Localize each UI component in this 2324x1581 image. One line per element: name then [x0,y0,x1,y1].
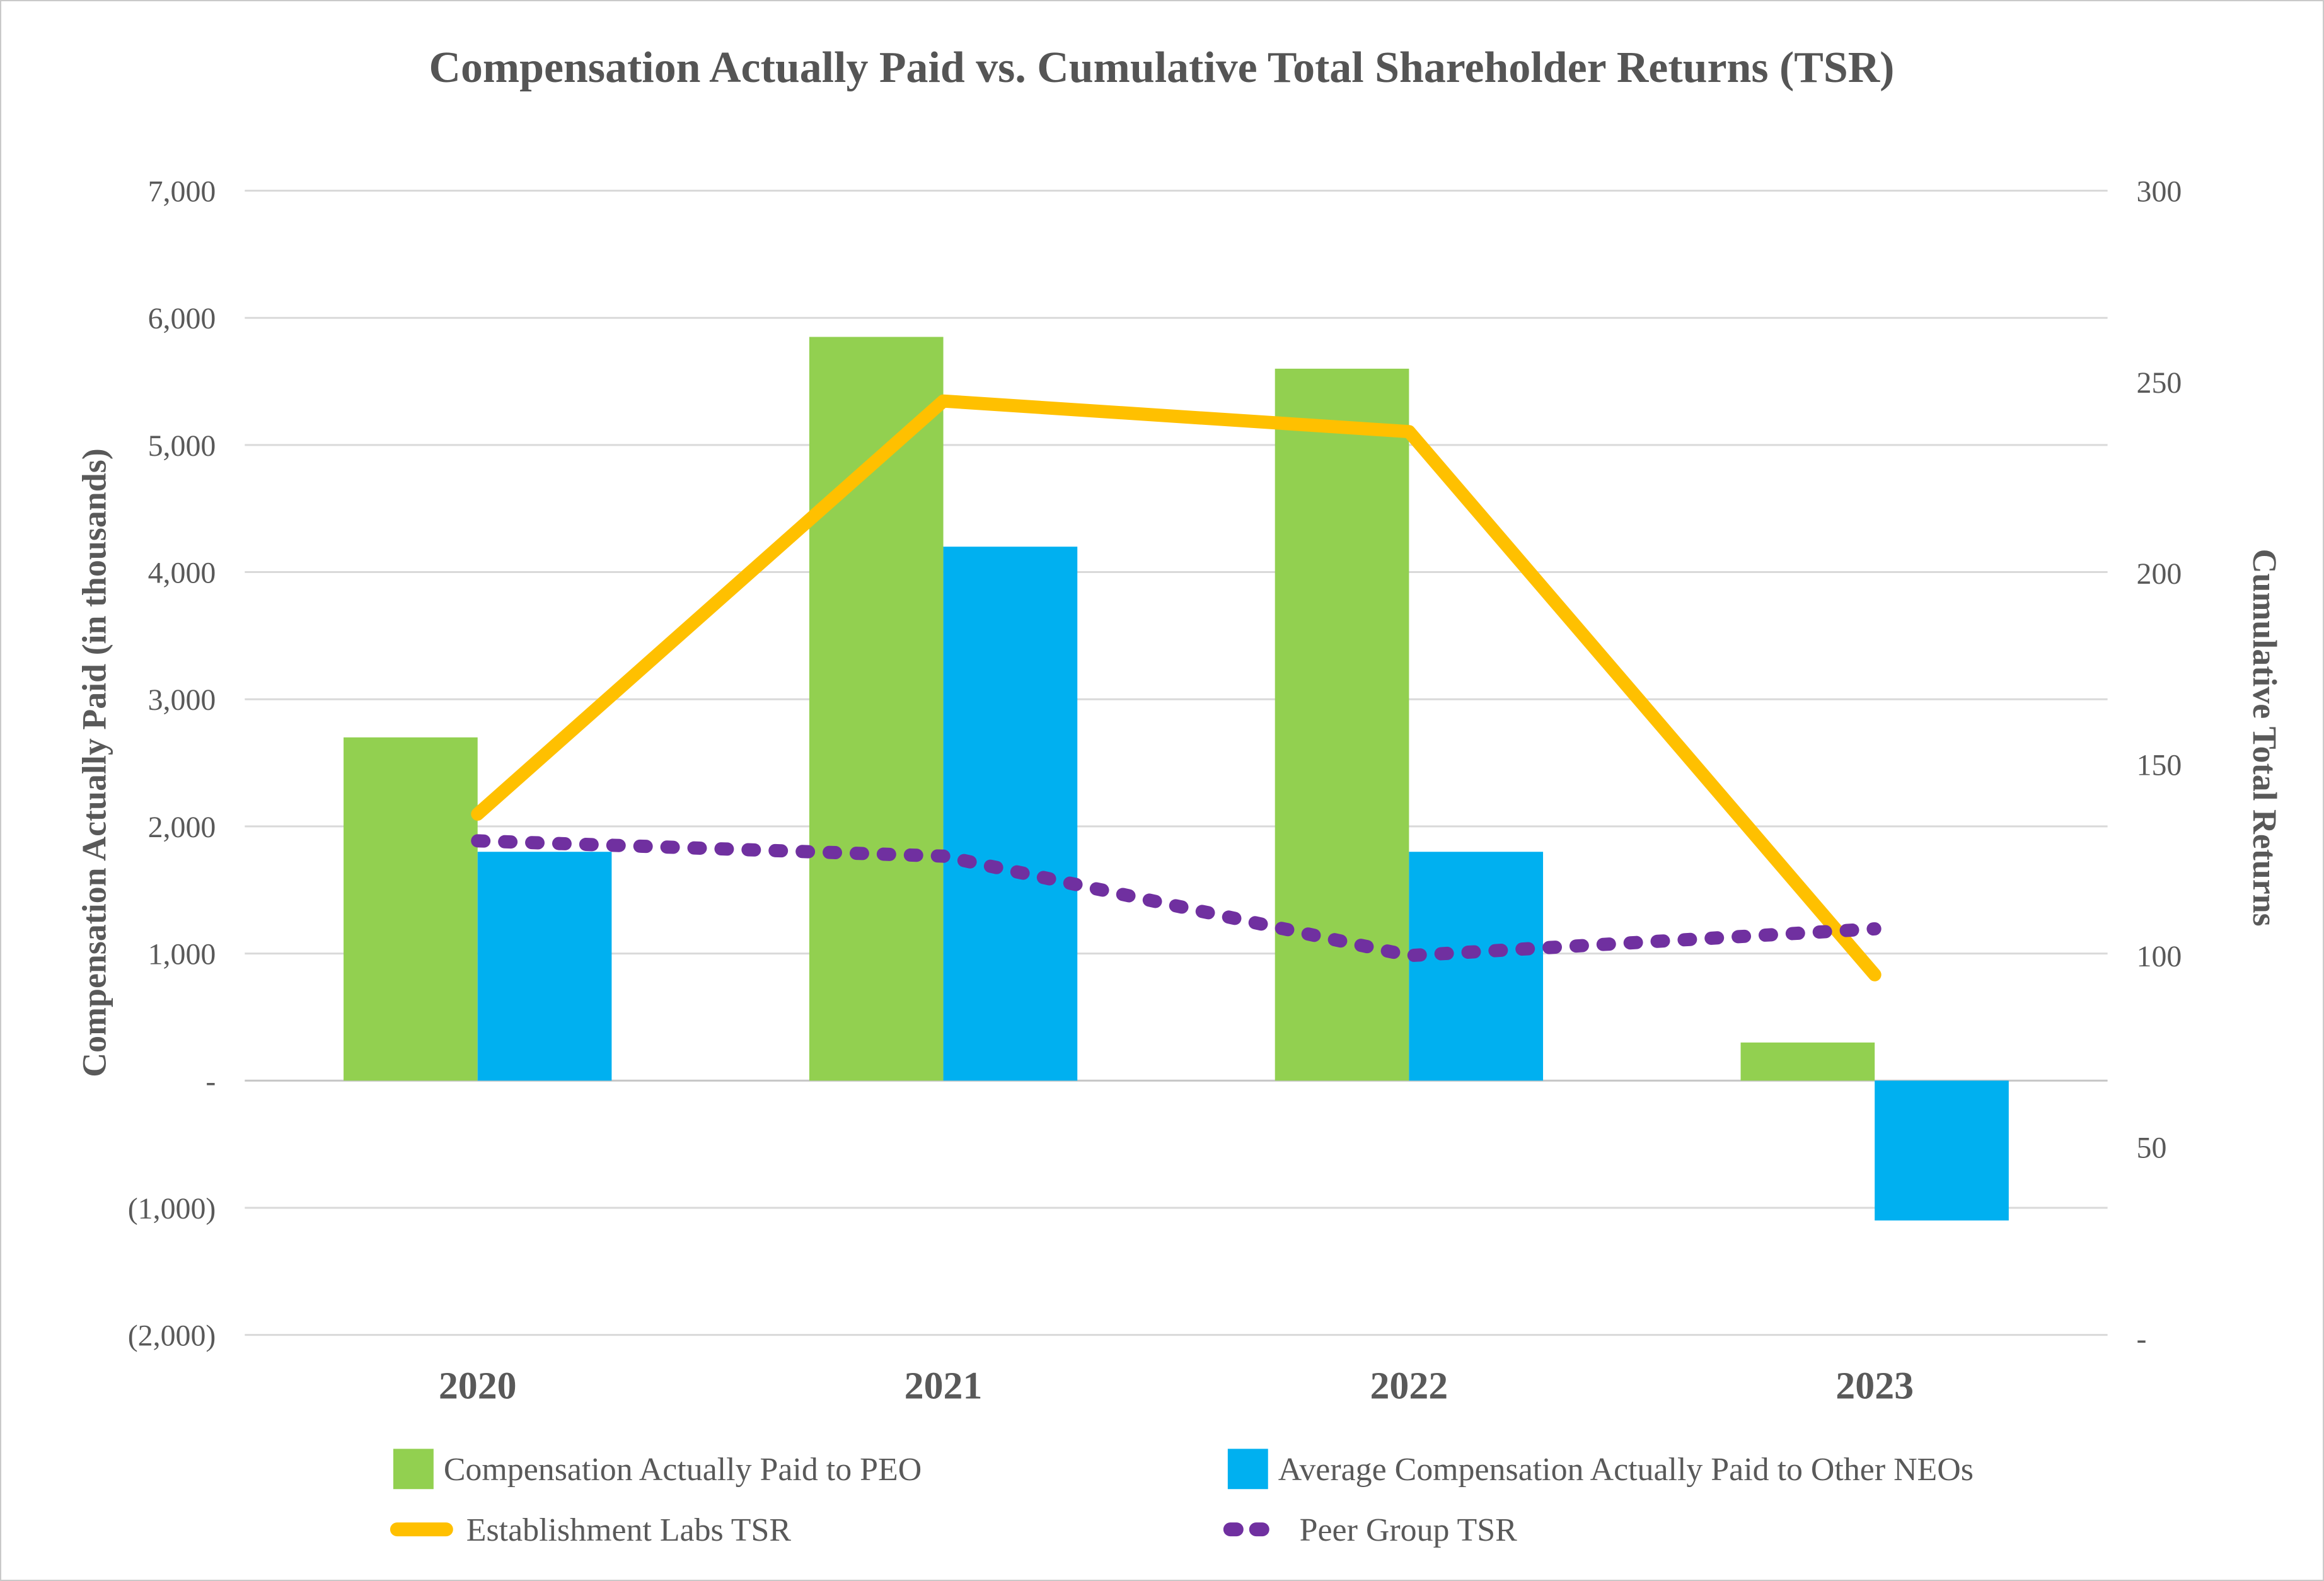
right-tick-50: 50 [2137,1131,2167,1164]
legend-item-neo: Average Compensation Actually Paid to Ot… [1227,1449,1974,1490]
bar-peo-2022 [1275,368,1409,1081]
bar-neo-2020 [477,852,612,1081]
left-tick-1000: 1,000 [148,938,216,971]
legend-swatch-peo-bar [393,1449,434,1490]
legend-swatch-neo-bar [1227,1449,1268,1490]
legend-item-peo: Compensation Actually Paid to PEO [393,1449,922,1490]
bar-peo-2020 [344,737,478,1081]
legend-label-peer-tsr: Peer Group TSR [1300,1512,1517,1548]
left-axis-tick-labels: 7,000 6,000 5,000 4,000 3,000 2,000 1,000 - (1,0… [128,175,216,1352]
right-axis-title: Cumulative Total Returns [2246,549,2284,927]
left-tick-3000: 3,000 [148,683,216,717]
legend-item-peer-tsr: Peer Group TSR [1223,1512,1517,1548]
bar-peo-2021 [809,337,944,1081]
left-tick-2000: 2,000 [148,811,216,844]
lines-layer [471,394,1882,982]
right-tick-0: - [2137,1323,2147,1356]
right-tick-300: 300 [2137,175,2182,208]
left-tick-7000: 7,000 [148,175,216,208]
gridlines-layer [245,190,2108,1336]
right-axis-tick-labels: 300 250 200 150 100 50 - [2137,175,2182,1355]
right-tick-150: 150 [2137,749,2182,782]
left-axis-title: Compensation Actually Paid (in thousands… [76,448,113,1077]
bars-layer [344,337,2009,1221]
legend: Compensation Actually Paid to PEO Averag… [390,1449,1974,1548]
line-peer-group-tsr [471,834,1882,963]
x-label-2023: 2023 [1835,1364,1914,1407]
bar-neo-2022 [1409,852,1544,1081]
legend-label-peo: Compensation Actually Paid to PEO [444,1452,922,1488]
legend-label-neo: Average Compensation Actually Paid to Ot… [1278,1452,1974,1488]
bar-neo-2023 [1875,1080,2009,1221]
left-tick-0: - [205,1065,216,1098]
left-tick--2000: (2,000) [128,1319,216,1353]
bar-neo-2021 [943,547,1078,1081]
left-tick--1000: (1,000) [128,1192,216,1225]
x-label-2021: 2021 [905,1364,983,1407]
line-establishment-labs-tsr [471,394,1882,982]
bar-peo-2023 [1740,1042,1875,1081]
right-tick-200: 200 [2137,557,2182,591]
left-tick-4000: 4,000 [148,557,216,590]
right-tick-100: 100 [2137,940,2182,973]
legend-label-esta-tsr: Establishment Labs TSR [466,1512,792,1548]
category-axis-labels: 2020 2021 2022 2023 [439,1364,1914,1407]
legend-item-esta-tsr: Establishment Labs TSR [390,1512,792,1548]
x-label-2022: 2022 [1370,1364,1448,1407]
left-tick-6000: 6,000 [148,302,216,335]
chart-title: Compensation Actually Paid vs. Cumulativ… [429,43,1895,92]
left-tick-5000: 5,000 [148,429,216,463]
right-tick-250: 250 [2137,366,2182,400]
x-label-2020: 2020 [439,1364,517,1407]
